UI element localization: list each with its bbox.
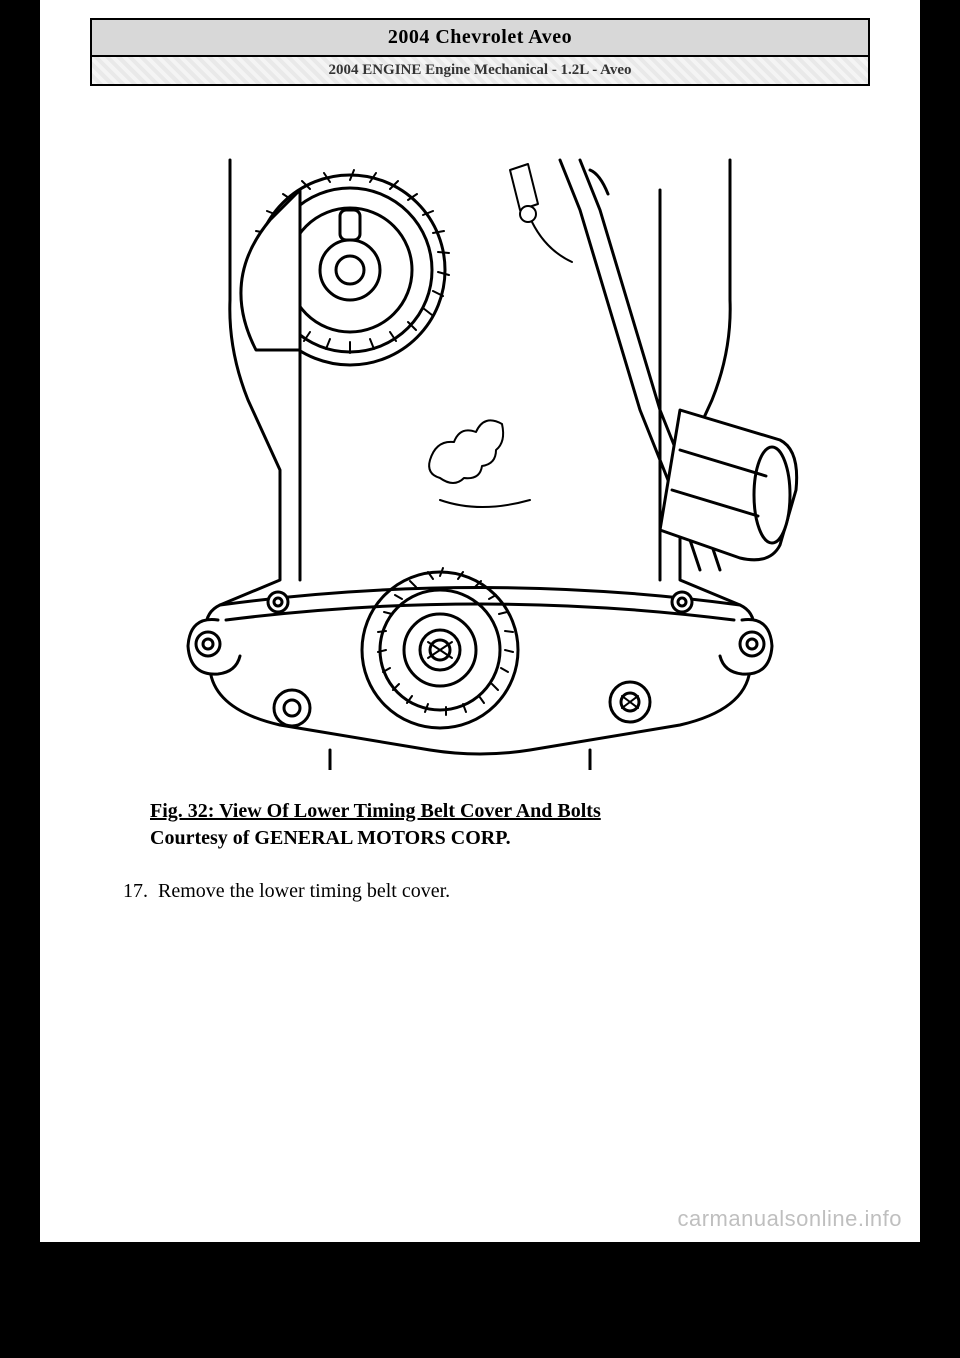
header-frame: 2004 Chevrolet Aveo 2004 ENGINE Engine M… — [90, 18, 870, 86]
figure-caption: Fig. 32: View Of Lower Timing Belt Cover… — [150, 800, 850, 850]
page-subtitle: 2004 ENGINE Engine Mechanical - 1.2L - A… — [92, 57, 868, 84]
step-number: 17. — [112, 880, 158, 903]
step-text: Remove the lower timing belt cover. — [158, 880, 450, 903]
procedure-steps: 17. Remove the lower timing belt cover. — [112, 880, 832, 903]
step-item: 17. Remove the lower timing belt cover. — [112, 880, 832, 903]
page: 2004 Chevrolet Aveo 2004 ENGINE Engine M… — [40, 0, 920, 1242]
watermark: carmanualsonline.info — [677, 1206, 902, 1232]
figure-courtesy: Courtesy of GENERAL MOTORS CORP. — [150, 827, 850, 850]
timing-belt-cover-illustration — [160, 150, 800, 770]
page-title: 2004 Chevrolet Aveo — [92, 20, 868, 57]
figure-diagram — [160, 150, 800, 770]
figure-label: Fig. 32: View Of Lower Timing Belt Cover… — [150, 800, 850, 823]
